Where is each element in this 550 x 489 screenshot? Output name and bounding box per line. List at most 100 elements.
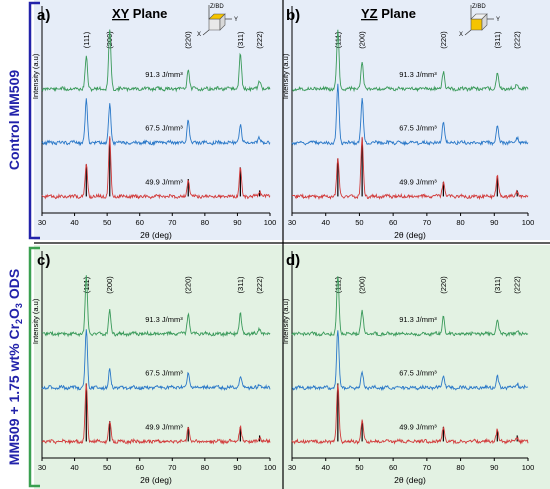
miller-index-label: (220) [184,31,193,49]
xrd-panel-a: 30 40 50 60 70 80 90 100 2θ (deg) Intensity (a.u)… [31,4,276,240]
x-tick-label: 60 [389,218,397,227]
xrd-trace [291,276,529,338]
energy-density-label: 91.3 J/mm³ [399,315,437,324]
miller-index-label: (311) [236,276,245,293]
x-tick-label: 80 [456,218,464,227]
miller-index-label: (200) [105,276,114,294]
miller-index-label: (311) [493,31,502,48]
xrd-trace [41,383,271,446]
ods-bracket [28,246,40,488]
miller-index-label: (222) [255,31,264,49]
energy-density-label: 67.5 J/mm³ [145,369,183,378]
cube-x-axis [202,29,210,36]
panel-label: b) [286,7,300,24]
xrd-trace [291,330,529,391]
xrd-trace [291,83,529,147]
miller-index-label: (111) [82,31,91,48]
build-orientation-cube-icon: Z/BD X Y [459,4,500,38]
miller-index-label: (220) [439,276,448,294]
cube-z-label: Z/BD [472,4,486,10]
energy-density-label: 49.9 J/mm³ [145,177,183,186]
energy-density-label: 91.3 J/mm³ [145,70,183,79]
miller-index-label: (200) [358,276,367,294]
xrd-panel-b: 30 40 50 60 70 80 90 100 2θ (deg) Intensity (a.u)… [281,4,534,240]
xrd-trace [41,136,271,200]
energy-density-label: 91.3 J/mm³ [399,70,437,79]
x-tick-label: 60 [136,218,144,227]
miller-index-label: (220) [439,31,448,49]
build-orientation-cube-icon: Z/BD X Y [197,4,238,38]
energy-density-label: 67.5 J/mm³ [399,124,437,133]
cube-z-label: Z/BD [210,4,224,10]
x-tick-label: 100 [264,463,277,472]
x-tick-label: 30 [288,218,296,227]
y-axis-label: Intensity (a.u) [281,298,290,344]
energy-density-label: 49.9 J/mm³ [399,422,437,431]
energy-density-label: 91.3 J/mm³ [145,315,183,324]
control-bracket [28,1,40,240]
x-tick-label: 90 [490,463,498,472]
xrd-trace [41,98,271,147]
xrd-panel-c: 30 40 50 60 70 80 90 100 2θ (deg) Intensity (a.u)… [31,251,276,485]
miller-index-label: (200) [358,31,367,49]
x-tick-label: 40 [322,218,330,227]
energy-density-label: 49.9 J/mm³ [399,177,437,186]
x-tick-label: 30 [288,463,296,472]
cube-x-label: X [459,32,463,38]
ods-row-label: MM509 + 1.75 wt% Cr2O3 ODS [6,269,24,465]
panel-title: XY Plane [112,6,167,21]
panel-label: a) [37,7,50,24]
cube-x-label: X [197,32,201,38]
miller-index-label: (311) [493,276,502,293]
x-tick-label: 100 [522,463,535,472]
panel-title: YZ Plane [361,6,416,21]
x-tick-label: 90 [233,218,241,227]
energy-density-label: 67.5 J/mm³ [145,124,183,133]
control-row-label: Control MM509 [6,70,22,171]
panel-title-rest: Plane [378,6,416,21]
x-axis-label: 2θ (deg) [394,230,426,240]
miller-index-label: (222) [513,31,522,49]
miller-index-label: (311) [236,31,245,48]
x-tick-label: 70 [168,218,176,227]
miller-index-label: (200) [105,31,114,49]
x-tick-label: 70 [423,463,431,472]
x-tick-label: 70 [423,218,431,227]
x-tick-label: 50 [355,463,363,472]
cube-side-face [481,13,488,31]
x-axis-label: 2θ (deg) [394,475,426,485]
x-tick-label: 60 [389,463,397,472]
x-tick-label: 50 [355,218,363,227]
y-axis-label: Intensity (a.u) [31,298,40,344]
miller-index-label: (111) [82,276,91,293]
x-tick-label: 40 [70,218,78,227]
x-tick-label: 100 [264,218,277,227]
cube-y-label: Y [496,17,500,23]
panel-label: c) [37,252,50,269]
miller-index-label: (111) [333,31,342,48]
x-tick-label: 80 [201,218,209,227]
cube-x-axis [464,29,472,36]
x-tick-label: 50 [103,218,111,227]
xrd-panel-d: 30 40 50 60 70 80 90 100 2θ (deg) Intensity (a.u)… [281,251,534,485]
y-axis-label: Intensity (a.u) [281,53,290,99]
x-tick-label: 90 [233,463,241,472]
xrd-trace [41,275,271,338]
x-tick-label: 30 [38,463,46,472]
x-tick-label: 60 [136,463,144,472]
y-axis-label: Intensity (a.u) [31,53,40,99]
miller-index-label: (222) [513,276,522,294]
x-tick-label: 80 [201,463,209,472]
x-tick-label: 70 [168,463,176,472]
x-tick-label: 30 [38,218,46,227]
cube-y-label: Y [234,17,238,23]
miller-index-label: (222) [255,276,264,294]
panel-title-underlined: XY [112,6,130,21]
panel-title-rest: Plane [129,6,167,21]
x-tick-label: 50 [103,463,111,472]
xrd-trace [291,136,529,201]
x-tick-label: 80 [456,463,464,472]
x-tick-label: 40 [70,463,78,472]
cube-front-face [208,18,221,31]
